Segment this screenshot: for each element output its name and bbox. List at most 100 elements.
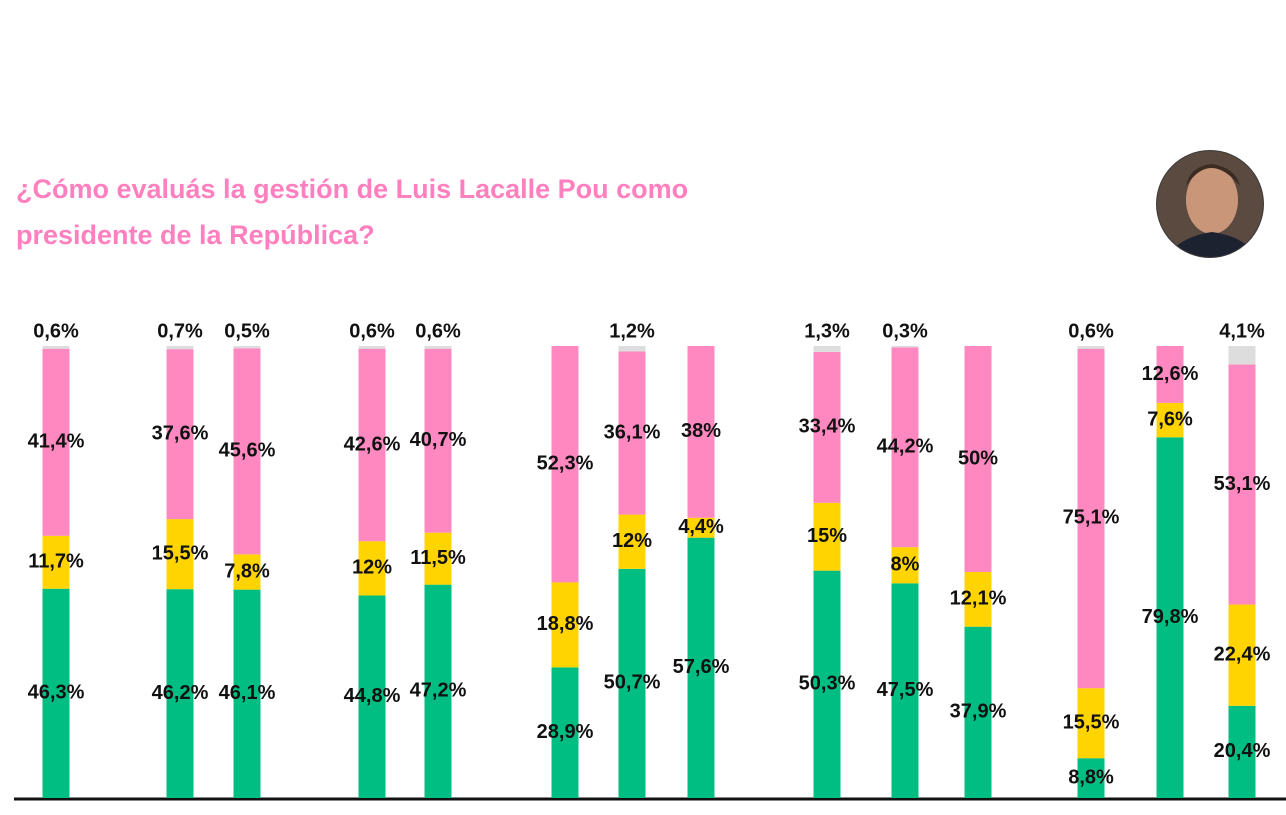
value-label: 0,3%: [882, 320, 928, 342]
value-label: 22,4%: [1214, 643, 1271, 665]
value-label: 38%: [681, 420, 721, 442]
bar-segment: [42, 535, 70, 589]
bar-segment: [358, 595, 386, 798]
value-label: 8,8%: [1068, 766, 1114, 788]
value-label: 12%: [612, 530, 652, 552]
bar-segment: [358, 541, 386, 596]
bar-segment: [551, 667, 579, 798]
value-label: 0,7%: [157, 320, 203, 342]
bar-segment: [1077, 758, 1105, 798]
bar-segment: [618, 568, 646, 798]
bar-segment: [1228, 364, 1256, 605]
bar-segment: [1077, 346, 1105, 349]
value-label: 44,2%: [877, 436, 934, 458]
bar-segment: [1077, 348, 1105, 689]
bar-segment: [964, 626, 992, 798]
bar-segment: [424, 584, 452, 798]
value-label: 4,4%: [678, 516, 724, 538]
value-label: 12,6%: [1142, 363, 1199, 385]
bar-segment: [618, 351, 646, 515]
bar-segment: [1156, 346, 1184, 403]
value-label: 79,8%: [1142, 606, 1199, 628]
value-label: 47,5%: [877, 679, 934, 701]
value-label: 8%: [891, 554, 920, 576]
value-label: 33,4%: [799, 416, 856, 438]
value-label: 4,1%: [1219, 320, 1265, 342]
value-label: 41,4%: [28, 431, 85, 453]
bar-segment: [891, 347, 919, 548]
bar-segment: [166, 349, 194, 520]
bar-segment: [618, 514, 646, 569]
bar-segment: [813, 346, 841, 352]
value-label: 45,6%: [219, 440, 276, 462]
bar-segment: [42, 588, 70, 798]
bar-segment: [233, 589, 261, 798]
value-label: 0,5%: [224, 320, 270, 342]
bar-segment: [166, 346, 194, 350]
bar-segment: [813, 570, 841, 798]
bar-segment: [551, 346, 579, 583]
bar-segment: [891, 547, 919, 584]
value-label: 50,3%: [799, 673, 856, 695]
value-label: 11,5%: [410, 547, 466, 569]
bar-segment: [358, 346, 386, 349]
bar-segment: [233, 554, 261, 590]
bar-segment: [166, 519, 194, 590]
value-label: 1,3%: [804, 320, 850, 342]
bar-segment: [618, 346, 646, 352]
bar-segment: [891, 346, 919, 348]
bar-segment: [687, 537, 715, 798]
bar-segment: [1228, 346, 1256, 365]
value-label: 0,6%: [1068, 320, 1114, 342]
bar-segment: [233, 348, 261, 555]
bar-segment: [424, 532, 452, 585]
value-label: 12,1%: [950, 588, 1007, 610]
chart-title: ¿Cómo evaluás la gestión de Luis Lacalle…: [16, 174, 689, 250]
value-label: 0,6%: [415, 320, 461, 342]
value-label: 46,2%: [152, 682, 209, 704]
value-label: 20,4%: [1214, 740, 1271, 762]
bar-segment: [424, 346, 452, 349]
value-label: 46,1%: [219, 682, 276, 704]
value-label: 44,8%: [344, 685, 401, 707]
value-label: 37,9%: [950, 701, 1007, 723]
bar-segment: [1156, 402, 1184, 438]
bar-segment: [42, 348, 70, 536]
bar-segment: [42, 346, 70, 349]
value-label: 37,6%: [152, 422, 209, 444]
value-label: 57,6%: [673, 656, 730, 678]
value-label: 7,6%: [1147, 408, 1193, 430]
value-label: 50%: [958, 447, 998, 469]
bar-segment: [1228, 705, 1256, 798]
value-label: 15,5%: [152, 542, 209, 564]
value-label: 0,6%: [33, 320, 79, 342]
bar-segment: [1156, 437, 1184, 798]
bar-segment: [687, 346, 715, 518]
value-label: 7,8%: [224, 560, 270, 582]
bar-segment: [551, 582, 579, 668]
bar-segment: [813, 502, 841, 571]
value-label: 46,3%: [28, 682, 85, 704]
value-label: 42,6%: [344, 433, 401, 455]
value-label: 28,9%: [537, 721, 594, 743]
value-label: 11,7%: [28, 551, 84, 573]
value-label: 36,1%: [604, 421, 661, 443]
portrait-detail: [1157, 151, 1263, 257]
value-label: 15,5%: [1063, 711, 1120, 733]
value-label: 75,1%: [1063, 507, 1120, 529]
bar-segment: [891, 583, 919, 798]
value-label: 53,1%: [1214, 473, 1271, 495]
bar-segment: [424, 348, 452, 533]
value-label: 52,3%: [537, 452, 594, 474]
bar-segment: [358, 348, 386, 542]
value-label: 0,6%: [349, 320, 395, 342]
bar-segment: [964, 572, 992, 627]
bar-segment: [1228, 604, 1256, 706]
bar-segment: [166, 589, 194, 798]
bar-segment: [813, 351, 841, 503]
bar-segment: [687, 517, 715, 538]
bar-segment: [964, 346, 992, 572]
bar-segment: [1077, 688, 1105, 759]
value-label: 50,7%: [604, 672, 661, 694]
